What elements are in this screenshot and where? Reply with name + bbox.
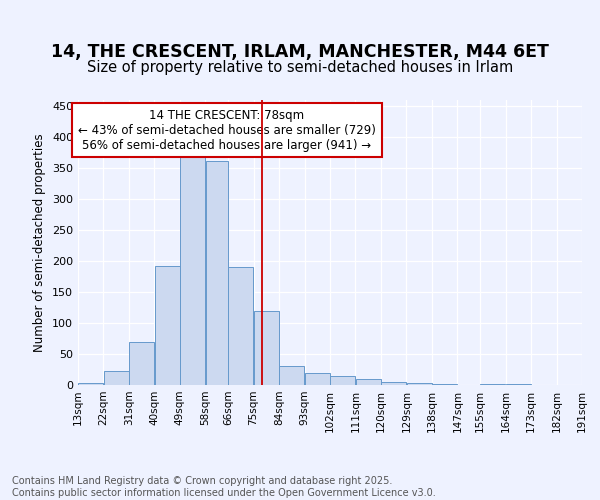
Bar	[104, 372, 129, 385]
Text: 14, THE CRESCENT, IRLAM, MANCHESTER, M44 6ET: 14, THE CRESCENT, IRLAM, MANCHESTER, M44…	[51, 44, 549, 62]
Bar	[228, 268, 253, 385]
Bar	[206, 160, 228, 385]
Bar	[480, 384, 505, 385]
Bar	[279, 366, 304, 385]
Text: Contains HM Land Registry data © Crown copyright and database right 2025.
Contai: Contains HM Land Registry data © Crown c…	[12, 476, 436, 498]
Bar	[330, 376, 355, 385]
Bar	[129, 342, 154, 385]
Y-axis label: Number of semi-detached properties: Number of semi-detached properties	[34, 133, 46, 352]
Bar	[381, 382, 406, 385]
Bar	[407, 383, 432, 385]
Bar	[506, 384, 531, 385]
Bar	[254, 310, 279, 385]
Bar	[155, 266, 180, 385]
Bar	[305, 372, 330, 385]
Bar	[180, 150, 205, 385]
Text: 14 THE CRESCENT: 78sqm
← 43% of semi-detached houses are smaller (729)
56% of se: 14 THE CRESCENT: 78sqm ← 43% of semi-det…	[78, 108, 376, 152]
Bar	[432, 384, 457, 385]
Bar	[356, 379, 381, 385]
Bar	[78, 383, 103, 385]
Text: Size of property relative to semi-detached houses in Irlam: Size of property relative to semi-detach…	[87, 60, 513, 75]
